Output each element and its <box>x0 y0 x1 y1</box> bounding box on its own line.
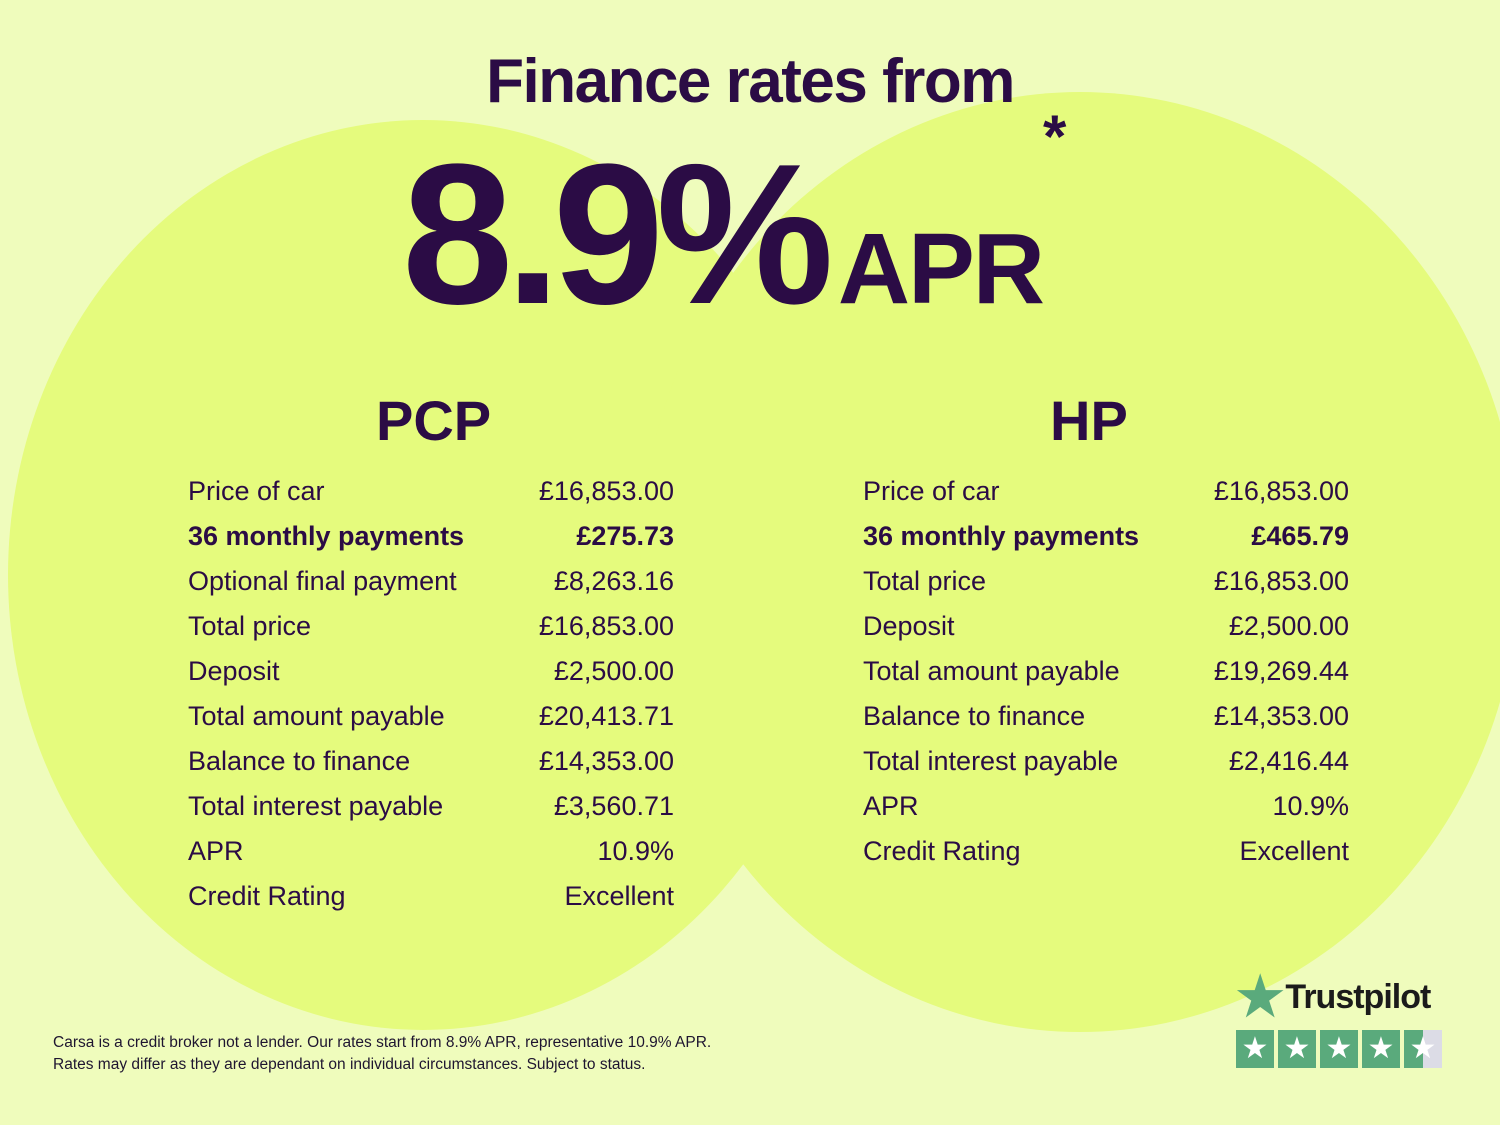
table-row: Total interest payable £3,560.71 <box>188 787 674 832</box>
row-label: Optional final payment <box>188 566 457 596</box>
row-value: 10.9% <box>597 836 674 866</box>
row-value: £20,413.71 <box>538 701 674 731</box>
background-circle-right <box>640 92 1500 1032</box>
table-row: 36 monthly payments £465.79 <box>863 517 1349 562</box>
row-value: £16,853.00 <box>538 611 674 641</box>
table-row: Total interest payable £2,416.44 <box>863 742 1349 787</box>
star-icon: ★ <box>1404 1030 1442 1068</box>
row-value: £2,416.44 <box>1228 746 1349 776</box>
rate-value: 8.9% <box>402 123 834 346</box>
row-label: 36 monthly payments <box>188 521 465 551</box>
row-value: £16,853.00 <box>1213 566 1349 596</box>
table-row: Price of car £16,853.00 <box>188 472 674 517</box>
table-row: Credit Rating Excellent <box>188 877 674 922</box>
pcp-title: PCP <box>376 389 492 452</box>
star-icon: ★ <box>1278 1030 1316 1068</box>
table-row: Optional final payment £8,263.16 <box>188 562 674 607</box>
disclaimer-line: Carsa is a credit broker not a lender. O… <box>53 1034 712 1051</box>
rate-suffix: APR <box>837 213 1045 325</box>
row-value: £16,853.00 <box>538 476 674 506</box>
row-label: Balance to finance <box>863 701 1086 731</box>
row-value: Excellent <box>564 881 674 911</box>
row-label: Price of car <box>863 476 1000 506</box>
row-label: Credit Rating <box>863 836 1021 866</box>
row-value: Excellent <box>1239 836 1349 866</box>
asterisk: * <box>1043 103 1067 170</box>
hp-table: Price of car £16,853.00 36 monthly payment… <box>863 472 1349 877</box>
table-row: APR 10.9% <box>188 832 674 877</box>
row-value: £16,853.00 <box>1213 476 1349 506</box>
hp-title: HP <box>1050 389 1128 452</box>
disclaimer-line: Rates may differ as they are dependant o… <box>53 1056 646 1073</box>
table-row: Total price £16,853.00 <box>863 562 1349 607</box>
row-value: £14,353.00 <box>1213 701 1349 731</box>
row-value: £275.73 <box>576 521 674 551</box>
rate-display: 8.9% APR * <box>402 103 1066 350</box>
trustpilot-label: Trustpilot <box>1285 977 1431 1016</box>
row-label: Total amount payable <box>863 656 1120 686</box>
row-label: Total price <box>863 566 987 596</box>
trustpilot-star-icon: ★ <box>1236 967 1284 1027</box>
disclaimer: Carsa is a credit broker not a lender. O… <box>53 1032 711 1076</box>
row-value: £3,560.71 <box>553 791 674 821</box>
row-label: Price of car <box>188 476 325 506</box>
row-label: Credit Rating <box>188 881 346 911</box>
row-label: Total price <box>188 611 312 641</box>
pcp-table: Price of car £16,853.00 36 monthly payment… <box>188 472 674 922</box>
star-icon: ★ <box>1362 1030 1400 1068</box>
table-row: Balance to finance £14,353.00 <box>188 742 674 787</box>
row-label: APR <box>188 836 244 866</box>
row-value: 10.9% <box>1272 791 1349 821</box>
table-row: Total price £16,853.00 <box>188 607 674 652</box>
star-icon: ★ <box>1320 1030 1358 1068</box>
table-row: Deposit £2,500.00 <box>188 652 674 697</box>
table-row: Total amount payable £20,413.71 <box>188 697 674 742</box>
row-label: Balance to finance <box>188 746 411 776</box>
row-label: Total interest payable <box>188 791 444 821</box>
row-label: Total interest payable <box>863 746 1119 776</box>
row-label: Deposit <box>863 611 955 641</box>
trustpilot-rating: ★ ★ ★ ★ ★ <box>1236 1030 1446 1068</box>
table-row: Total amount payable £19,269.44 <box>863 652 1349 697</box>
headline: Finance rates from <box>486 47 1015 116</box>
table-row: APR 10.9% <box>863 787 1349 832</box>
row-value: £8,263.16 <box>553 566 674 596</box>
row-value: £19,269.44 <box>1213 656 1349 686</box>
row-label: Total amount payable <box>188 701 445 731</box>
table-row: Deposit £2,500.00 <box>863 607 1349 652</box>
row-value: £14,353.00 <box>538 746 674 776</box>
row-label: 36 monthly payments <box>863 521 1140 551</box>
row-value: £2,500.00 <box>553 656 674 686</box>
row-value: £465.79 <box>1251 521 1349 551</box>
star-icon: ★ <box>1236 1030 1274 1068</box>
row-label: Deposit <box>188 656 280 686</box>
trustpilot-badge: ★ Trustpilot ★ ★ ★ ★ ★ <box>1236 967 1446 1068</box>
table-row: Balance to finance £14,353.00 <box>863 697 1349 742</box>
table-row: 36 monthly payments £275.73 <box>188 517 674 562</box>
row-value: £2,500.00 <box>1228 611 1349 641</box>
table-row: Price of car £16,853.00 <box>863 472 1349 517</box>
table-row: Credit Rating Excellent <box>863 832 1349 877</box>
row-label: APR <box>863 791 919 821</box>
